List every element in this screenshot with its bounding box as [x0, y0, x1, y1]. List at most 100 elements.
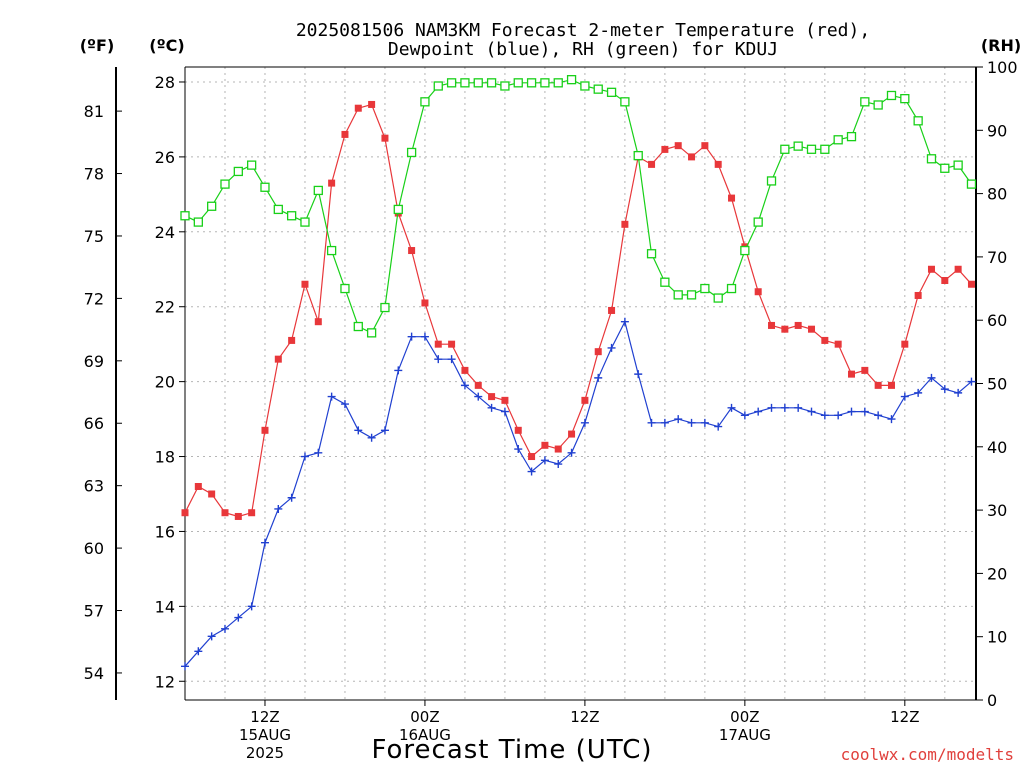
temperature-point: [354, 104, 362, 112]
rh-point: [460, 78, 470, 88]
dewpoint-point: [874, 411, 883, 420]
dewpoint-point: [460, 381, 469, 390]
temperature-point: [488, 393, 496, 401]
temperature-point: [701, 142, 709, 150]
dewpoint-point: [687, 418, 696, 427]
temperature-point: [887, 381, 895, 389]
fahrenheit-tick-label: 54: [84, 664, 104, 683]
dewpoint-point: [567, 448, 576, 457]
rh-tick-label: 10: [987, 628, 1007, 647]
dewpoint-point: [487, 403, 496, 412]
dewpoint-point: [647, 418, 656, 427]
dewpoint-point: [327, 392, 336, 401]
celsius-tick-label: 22: [155, 298, 175, 317]
rh-point: [220, 179, 230, 189]
rh-point: [940, 163, 950, 173]
fahrenheit-tick-label: 63: [84, 477, 104, 496]
rh-point: [833, 135, 843, 145]
celsius-tick-label: 24: [155, 223, 175, 242]
dewpoint-point: [380, 426, 389, 435]
dewpoint-point: [767, 403, 776, 412]
chart-title-line2: Dewpoint (blue), RH (green) for KDUJ: [388, 39, 778, 60]
temperature-point: [688, 153, 696, 161]
dewpoint-point: [847, 407, 856, 416]
rh-point: [380, 302, 390, 313]
rh-point: [846, 131, 857, 142]
rh-point: [446, 78, 457, 88]
dewpoint-point: [474, 392, 483, 401]
rh-tick-label: 100: [987, 58, 1018, 77]
dewpoint-point: [607, 343, 616, 352]
dewpoint-point: [407, 332, 416, 341]
temperature-point: [541, 441, 549, 449]
rh-unit-label: (RH): [981, 36, 1021, 55]
temperature-point: [848, 370, 855, 378]
rh-point: [620, 97, 630, 107]
temperature-point: [861, 366, 869, 374]
temperature-point: [474, 381, 482, 389]
celsius-tick-label: 20: [155, 373, 175, 392]
dewpoint-point: [220, 624, 229, 633]
series-rh: [180, 75, 977, 338]
dewpoint-point: [514, 445, 523, 454]
dewpoint-point: [740, 411, 749, 420]
dewpoint-point: [794, 403, 803, 412]
rh-point: [646, 249, 657, 259]
dewpoint-point: [674, 415, 683, 424]
temperature-point: [448, 340, 456, 348]
temperature-point: [941, 276, 949, 284]
temperature-point: [248, 509, 256, 517]
dewpoint-point: [434, 355, 443, 364]
temperature-point: [794, 321, 802, 329]
temperature-point: [674, 142, 682, 150]
x-tick-label: 12Z: [250, 708, 279, 726]
dewpoint-point: [540, 456, 549, 465]
rh-point: [353, 321, 363, 332]
rh-point: [580, 81, 590, 91]
temperature-point: [408, 247, 416, 255]
fahrenheit-tick-label: 81: [84, 102, 104, 121]
temperature-point: [208, 490, 216, 498]
dewpoint-point: [714, 422, 723, 431]
x-tick-label: 12Z: [570, 708, 599, 726]
celsius-tick-label: 14: [155, 597, 175, 616]
fahrenheit-tick-label: 78: [84, 165, 104, 184]
temperature-point: [568, 430, 576, 438]
rh-point: [660, 277, 670, 287]
temperature-point: [954, 265, 962, 273]
celsius-tick-label: 18: [155, 448, 175, 467]
temperature-point: [221, 509, 229, 517]
temperature-point: [661, 145, 669, 153]
series-line-temperature: [184, 103, 972, 518]
celsius-tick-label: 26: [155, 148, 175, 167]
rh-tick-label: 20: [987, 564, 1007, 583]
axes: 12 14 16 18 20 22 24 26 28 54 57 60 63 66 69 72 75 78 81 0 1…: [84, 58, 1018, 762]
dewpoint-point: [820, 411, 829, 420]
fahrenheit-unit-label: (ºF): [80, 36, 115, 55]
dewpoint-point: [367, 433, 376, 442]
temperature-point: [314, 318, 322, 326]
rh-point: [820, 144, 830, 154]
temperature-point: [927, 265, 935, 273]
rh-point: [766, 176, 777, 186]
temperature-point: [901, 340, 909, 348]
rh-point: [713, 293, 723, 303]
dewpoint-point: [234, 613, 243, 622]
dewpoint-point: [967, 377, 976, 386]
dewpoint-point: [247, 602, 256, 611]
rh-point: [566, 75, 577, 85]
rh-point: [926, 154, 937, 164]
celsius-tick-label: 16: [155, 522, 175, 541]
temperature-point: [728, 194, 736, 202]
fahrenheit-tick-label: 57: [84, 602, 104, 621]
celsius-tick-label: 28: [155, 73, 175, 92]
dewpoint-point: [314, 448, 323, 457]
dewpoint-point: [807, 407, 816, 416]
celsius-tick-label: 12: [155, 672, 175, 691]
temperature-point: [648, 160, 656, 168]
rh-tick-label: 70: [987, 248, 1007, 267]
x-tick-label: 00Z: [410, 708, 439, 726]
fahrenheit-tick-label: 75: [84, 227, 104, 246]
x-tick-label: 00Z: [730, 708, 759, 726]
dewpoint-point: [834, 411, 843, 420]
